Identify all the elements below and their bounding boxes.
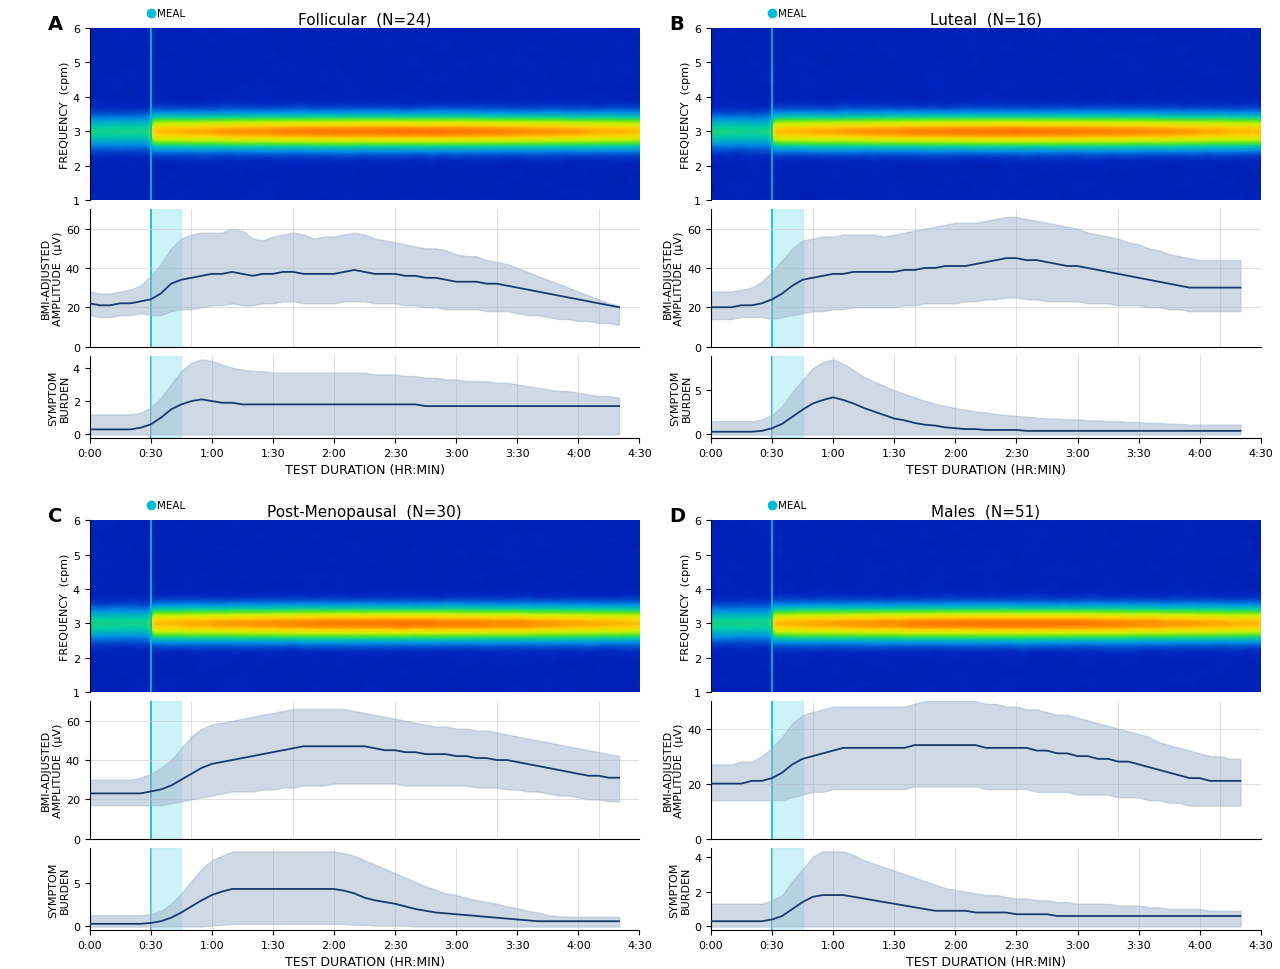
X-axis label: TEST DURATION (HR:MIN): TEST DURATION (HR:MIN) <box>284 464 444 477</box>
Bar <box>772 702 803 839</box>
Title: Follicular  (N=24): Follicular (N=24) <box>298 13 431 28</box>
Title: Post-Menopausal  (N=30): Post-Menopausal (N=30) <box>268 505 462 519</box>
X-axis label: TEST DURATION (HR:MIN): TEST DURATION (HR:MIN) <box>284 955 444 968</box>
Y-axis label: FREQUENCY  (cpm): FREQUENCY (cpm) <box>60 61 70 169</box>
Text: MEAL: MEAL <box>157 500 186 511</box>
Y-axis label: SYMPTOM
BURDEN: SYMPTOM BURDEN <box>49 370 70 425</box>
Y-axis label: BMI-ADJUSTED
AMPLITUDE  (μV): BMI-ADJUSTED AMPLITUDE (μV) <box>663 723 685 817</box>
Text: MEAL: MEAL <box>157 9 186 18</box>
Text: D: D <box>669 507 686 526</box>
Bar <box>151 210 182 347</box>
Y-axis label: SYMPTOM
BURDEN: SYMPTOM BURDEN <box>669 861 691 917</box>
Y-axis label: FREQUENCY  (cpm): FREQUENCY (cpm) <box>681 552 691 660</box>
Title: Luteal  (N=16): Luteal (N=16) <box>929 13 1042 28</box>
Y-axis label: FREQUENCY  (cpm): FREQUENCY (cpm) <box>681 61 691 169</box>
Y-axis label: FREQUENCY  (cpm): FREQUENCY (cpm) <box>60 552 70 660</box>
Bar <box>772 210 803 347</box>
Y-axis label: BMI-ADJUSTED
AMPLITUDE  (μV): BMI-ADJUSTED AMPLITUDE (μV) <box>41 723 63 817</box>
Y-axis label: SYMPTOM
BURDEN: SYMPTOM BURDEN <box>669 370 691 425</box>
Bar <box>151 357 182 439</box>
Bar <box>772 848 803 930</box>
Bar <box>151 702 182 839</box>
Y-axis label: BMI-ADJUSTED
AMPLITUDE  (μV): BMI-ADJUSTED AMPLITUDE (μV) <box>663 232 685 326</box>
X-axis label: TEST DURATION (HR:MIN): TEST DURATION (HR:MIN) <box>906 955 1066 968</box>
Text: C: C <box>49 507 63 526</box>
Bar <box>151 848 182 930</box>
Text: A: A <box>49 16 64 34</box>
Title: Males  (N=51): Males (N=51) <box>932 505 1041 519</box>
Text: MEAL: MEAL <box>778 9 806 18</box>
Y-axis label: BMI-ADJUSTED
AMPLITUDE  (μV): BMI-ADJUSTED AMPLITUDE (μV) <box>41 232 63 326</box>
Y-axis label: SYMPTOM
BURDEN: SYMPTOM BURDEN <box>49 861 70 917</box>
Bar <box>772 357 803 439</box>
Text: B: B <box>669 16 685 34</box>
X-axis label: TEST DURATION (HR:MIN): TEST DURATION (HR:MIN) <box>906 464 1066 477</box>
Text: MEAL: MEAL <box>778 500 806 511</box>
